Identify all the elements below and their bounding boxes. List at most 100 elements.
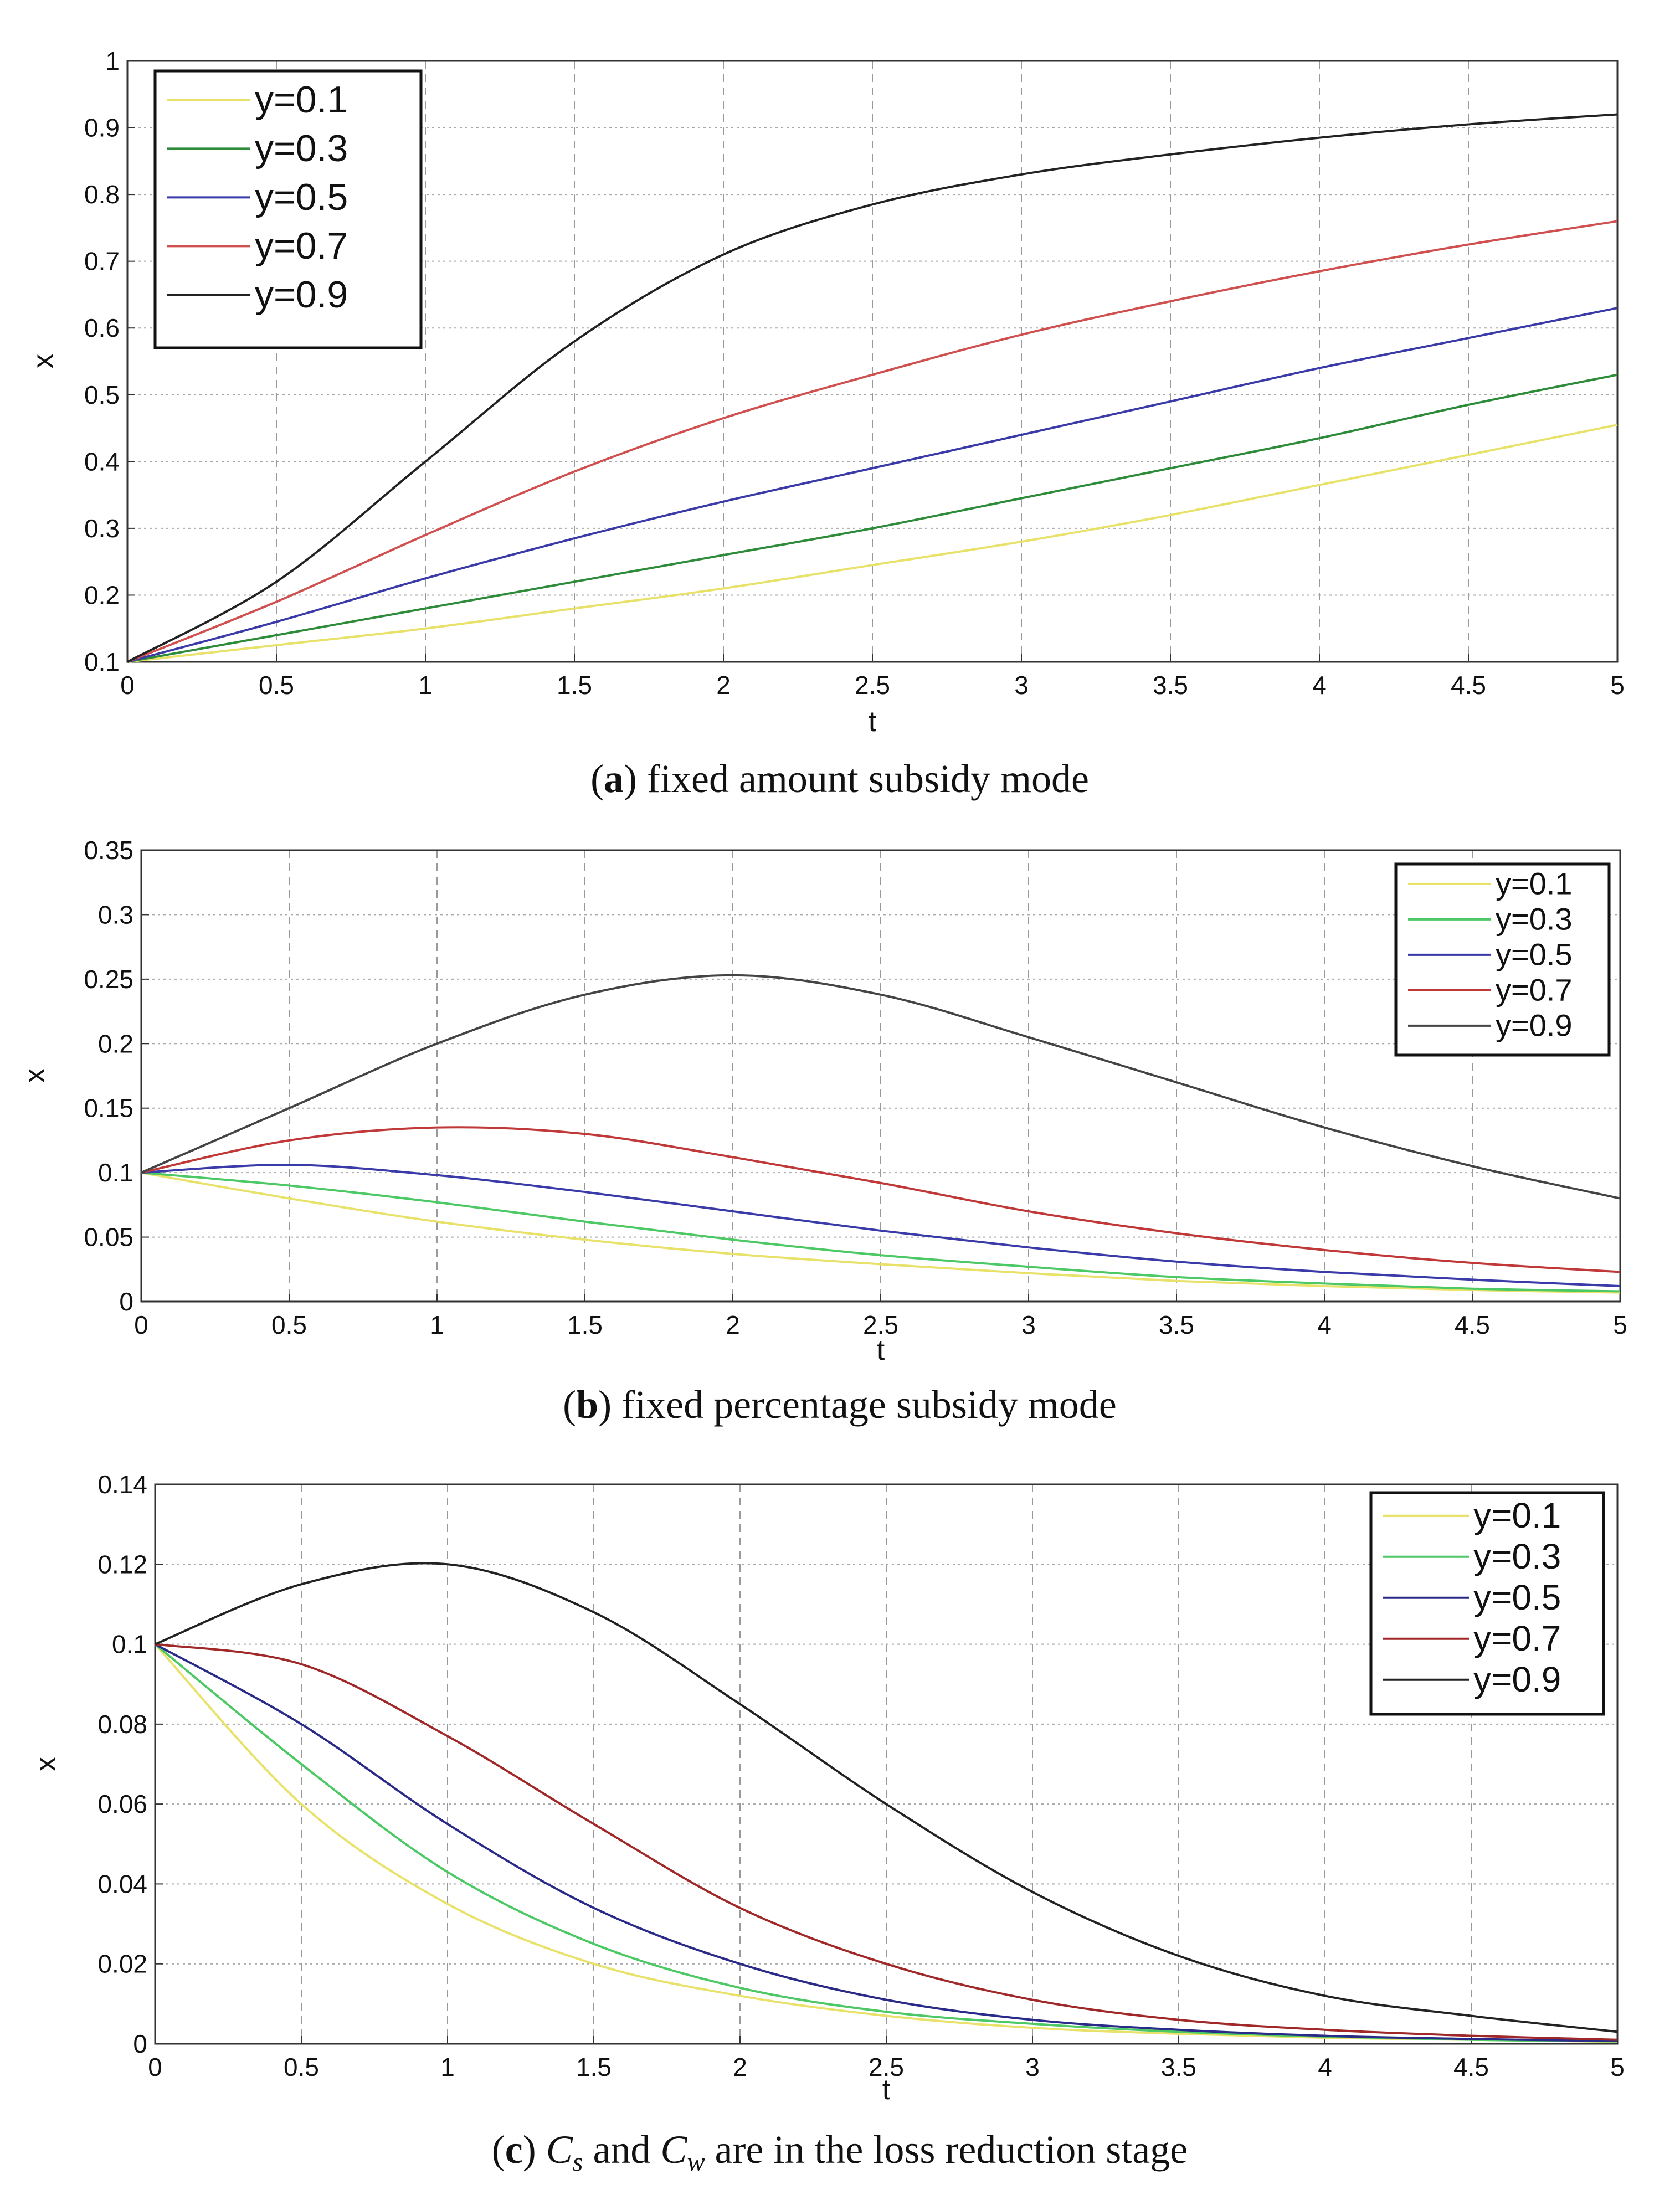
y-tick-label: 0.8 <box>84 180 120 209</box>
legend-label: y=0.5 <box>255 176 348 218</box>
y-tick-labels: 0.1 0.2 0.3 0.4 0.5 0.6 0.7 0.8 0.9 1 <box>84 47 120 676</box>
y-tick-label: 0.1 <box>98 1158 133 1187</box>
legend-label: y=0.1 <box>255 79 348 121</box>
x-tick-label: 2.5 <box>869 2053 904 2081</box>
x-tick-labels: 0 0.5 1 1.5 2 2.5 3 3.5 4 4.5 5 <box>120 671 1625 700</box>
x-tick-label: 3 <box>1014 671 1029 700</box>
y-tick-label: 0.2 <box>84 580 120 609</box>
y-tick-label: 0 <box>133 2029 147 2058</box>
x-tick-label: 4 <box>1317 1310 1332 1339</box>
legend-box <box>153 69 423 349</box>
y-axis-label: x <box>30 1757 62 1771</box>
x-tick-label: 1 <box>430 1310 444 1339</box>
y-tick-label: 0.08 <box>97 1710 147 1739</box>
series-line-y-0.9 <box>155 1562 1618 2033</box>
y-tick-label: 0.14 <box>97 1470 147 1499</box>
legend-label: y=0.3 <box>1496 901 1573 936</box>
x-tick-label: 0 <box>120 671 135 700</box>
legend-label: y=0.9 <box>1496 1007 1573 1042</box>
x-tick-label: 4.5 <box>1451 671 1486 700</box>
legend-box <box>1369 1491 1605 1716</box>
legend-box <box>1394 862 1611 1057</box>
series-line-y-0.9 <box>127 113 1618 663</box>
chart-b: 0 0.05 0.1 0.15 0.2 0.25 0.3 0.35 0 0.5 1 1.5 2 2.5 3… <box>19 836 1627 1427</box>
x-axis-label: t <box>869 706 877 738</box>
y-tick-label: 0.5 <box>84 381 120 409</box>
series-line-y-0.7 <box>141 1126 1621 1273</box>
series-line-y-0.5 <box>155 1643 1618 2042</box>
x-tick-label: 0 <box>134 1310 148 1339</box>
x-axis-label: t <box>877 1334 885 1366</box>
legend: y=0.1y=0.3y=0.5y=0.7y=0.9 <box>1394 862 1611 1057</box>
y-axis-label: x <box>19 1068 51 1083</box>
y-tick-label: 0.05 <box>84 1223 133 1252</box>
legend-label: y=0.5 <box>1473 1577 1561 1617</box>
series-line-y-0.1 <box>141 1171 1621 1294</box>
x-tick-label: 5 <box>1610 671 1625 700</box>
x-tick-label: 1.5 <box>567 1310 603 1339</box>
y-tick-label: 0.4 <box>84 447 120 476</box>
x-tick-label: 1 <box>440 2053 455 2081</box>
y-tick-label: 1 <box>105 47 120 75</box>
x-tick-label: 2 <box>726 1310 740 1339</box>
x-tick-label: 4.5 <box>1453 2053 1489 2081</box>
x-axis-label: t <box>882 2074 891 2106</box>
y-tick-label: 0 <box>119 1287 133 1316</box>
x-tick-label: 3.5 <box>1161 2053 1196 2081</box>
y-tick-label: 0.35 <box>84 836 133 865</box>
series-line-y-0.3 <box>127 373 1618 663</box>
y-tick-labels: 0 0.05 0.1 0.15 0.2 0.25 0.3 0.35 <box>84 836 133 1316</box>
series-line-y-0.1 <box>127 424 1618 663</box>
legend-label: y=0.7 <box>1496 972 1573 1007</box>
plot-area <box>154 1483 1619 2045</box>
x-tick-label: 2 <box>716 671 731 700</box>
y-tick-labels: 0 0.02 0.04 0.06 0.08 0.1 0.12 0.14 <box>97 1470 147 2058</box>
legend-label: y=0.7 <box>255 225 348 267</box>
y-tick-label: 0.2 <box>98 1029 133 1058</box>
caption-b: (b) fixed percentage subsidy mode <box>563 1382 1117 1427</box>
grid <box>141 850 1621 1302</box>
caption-c: (c) Cs and Cw are in the loss reduction … <box>492 2127 1188 2177</box>
x-tick-label: 0.5 <box>271 1310 307 1339</box>
y-tick-label: 0.04 <box>97 1869 147 1898</box>
x-tick-label: 2.5 <box>863 1310 898 1339</box>
x-tick-label: 1.5 <box>557 671 592 700</box>
legend-label: y=0.1 <box>1496 866 1573 901</box>
x-tick-label: 0.5 <box>284 2053 319 2081</box>
x-tick-label: 0 <box>148 2053 162 2081</box>
legend-label: y=0.7 <box>1473 1618 1561 1658</box>
legend-label: y=0.5 <box>1496 937 1573 971</box>
x-tick-label: 1 <box>418 671 433 700</box>
y-tick-label: 0.3 <box>98 900 133 929</box>
y-tick-label: 0.15 <box>84 1094 133 1123</box>
series-line-y-0.5 <box>141 1164 1621 1288</box>
legend-label: y=0.1 <box>1473 1495 1561 1535</box>
legend-label: y=0.3 <box>255 127 348 169</box>
x-tick-label: 3.5 <box>1159 1310 1194 1339</box>
series-lines <box>141 974 1621 1294</box>
legend-label: y=0.9 <box>1473 1659 1561 1699</box>
y-tick-label: 0.12 <box>97 1550 147 1579</box>
plot-area <box>140 849 1621 1303</box>
x-tick-label: 5 <box>1613 1310 1627 1339</box>
y-tick-label: 0.9 <box>84 114 120 142</box>
x-tick-label: 4.5 <box>1455 1310 1490 1339</box>
series-lines <box>127 113 1618 663</box>
series-line-y-0.7 <box>127 220 1618 663</box>
legend-label: y=0.9 <box>255 274 348 316</box>
y-tick-label: 0.1 <box>112 1630 147 1659</box>
y-tick-label: 0.1 <box>84 647 120 676</box>
y-tick-label: 0.3 <box>84 514 120 543</box>
y-axis-label: x <box>27 354 59 368</box>
x-tick-labels: 0 0.5 1 1.5 2 2.5 3 3.5 4 4.5 5 <box>134 1310 1627 1339</box>
series-line-y-0.7 <box>155 1643 1618 2041</box>
y-tick-label: 0.6 <box>84 313 120 342</box>
x-tick-label: 4 <box>1318 2053 1332 2081</box>
legend: y=0.1y=0.3y=0.5y=0.7y=0.9 <box>1369 1491 1605 1716</box>
chart-a: 0.1 0.2 0.3 0.4 0.5 0.6 0.7 0.8 0.9 1 0 0.5 1 1.5 2 2.… <box>27 47 1625 801</box>
x-tick-label: 2 <box>733 2053 747 2081</box>
x-tick-label: 4 <box>1312 671 1327 700</box>
caption-a: (a) fixed amount subsidy mode <box>590 757 1089 801</box>
series-lines <box>154 1562 1618 2043</box>
series-line-y-0.3 <box>141 1171 1621 1293</box>
